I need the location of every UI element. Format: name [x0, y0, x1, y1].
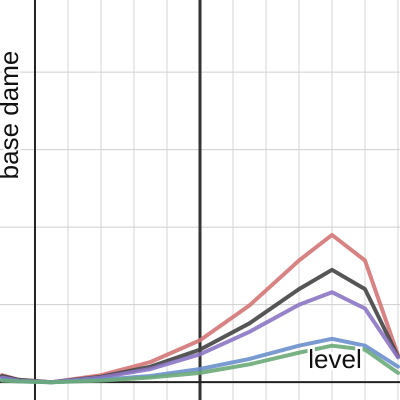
line-series [0, 343, 400, 385]
x-axis-label: level [308, 344, 361, 374]
y-axis-label: base dame [0, 51, 24, 180]
